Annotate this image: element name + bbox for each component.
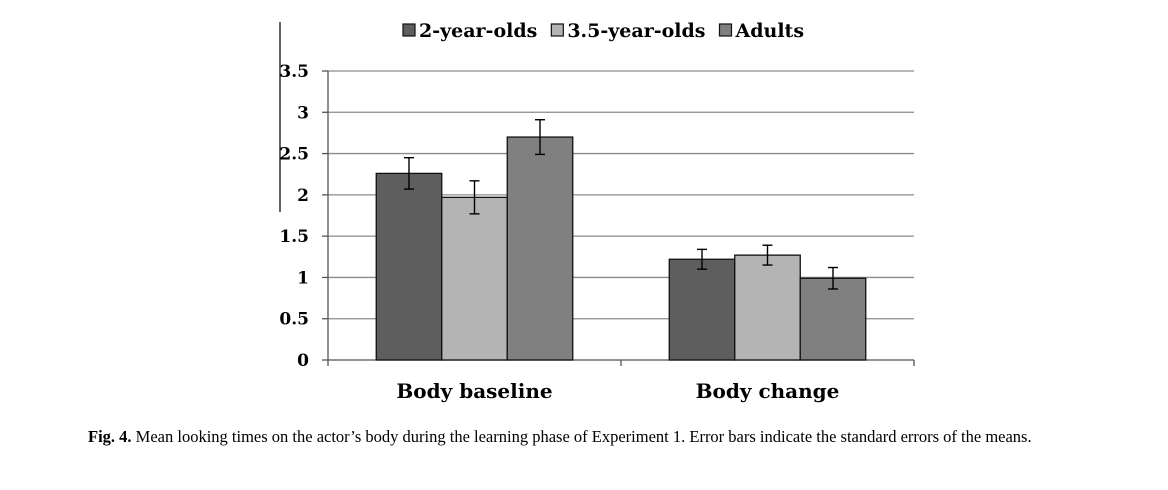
y-tick-label: 0 (297, 351, 309, 371)
legend-item: Adults (718, 20, 804, 42)
bars (375, 136, 867, 361)
bar (734, 254, 801, 361)
chart-legend: 2-year-olds 3.5-year-olds Adults (402, 20, 804, 42)
y-tick-label: 0.5 (279, 310, 309, 330)
legend-item: 3.5-year-olds (550, 20, 705, 42)
bar (668, 258, 736, 361)
error-bars (404, 119, 838, 290)
bar (506, 136, 574, 361)
legend-label: 3.5-year-olds (567, 20, 705, 42)
bar (799, 277, 867, 361)
y-tick-label: 1 (297, 268, 309, 288)
legend-swatch (550, 23, 564, 37)
legend-swatch (402, 23, 416, 37)
y-tick-label: 3 (297, 103, 309, 123)
axis-labels: 0 0.5 1 1.5 2 2.5 3 3.5 Body baseline Body change (279, 62, 839, 403)
legend-label: Adults (734, 20, 804, 42)
caption-text: Mean looking times on the actor’s body d… (131, 427, 1032, 446)
legend-swatch (718, 23, 733, 37)
bar-chart: 2-year-olds 3.5-year-olds Adults 0 0.5 1 1.5 2… (279, 20, 915, 403)
legend-label: 2-year-olds (419, 20, 537, 42)
bar (441, 196, 508, 361)
y-tick-label: 3.5 (279, 62, 309, 82)
figure-caption: Fig. 4. Mean looking times on the actor’… (88, 426, 1118, 448)
y-tick-label: 2.5 (279, 145, 309, 165)
legend-item: 2-year-olds (402, 20, 537, 42)
bar (375, 172, 443, 361)
y-tick-label: 1.5 (279, 227, 309, 247)
category-label: Body change (696, 379, 840, 403)
y-tick-label: 2 (297, 186, 309, 206)
category-label: Body baseline (396, 379, 552, 403)
caption-label: Fig. 4. (88, 427, 132, 446)
